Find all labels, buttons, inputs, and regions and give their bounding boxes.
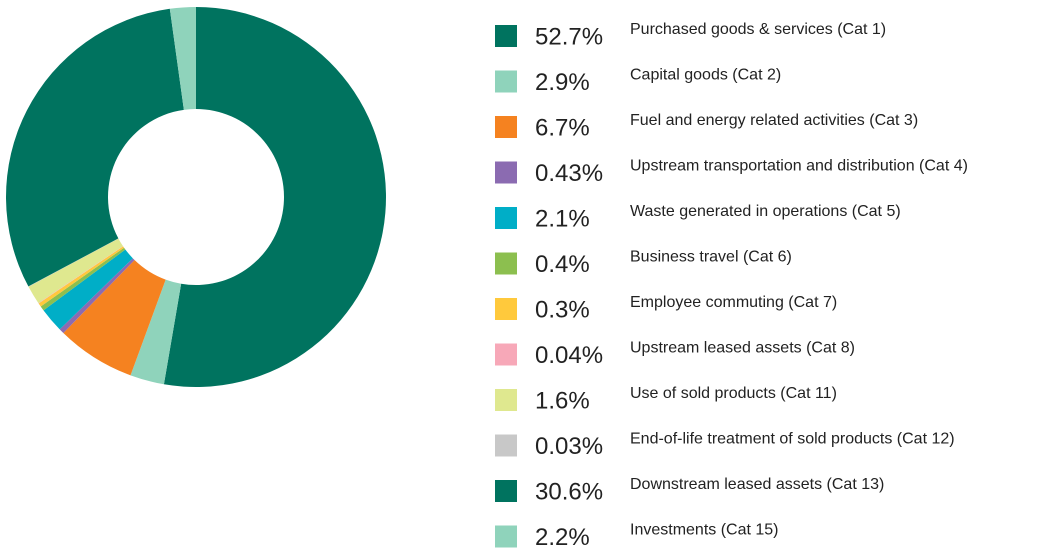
donut-slice	[5, 8, 184, 287]
legend-label: Investments (Cat 15)	[630, 522, 779, 539]
donut-slice	[43, 249, 133, 330]
legend-value: 52.7%	[535, 23, 603, 50]
legend-value: 2.1%	[535, 205, 590, 232]
legend-swatch	[495, 298, 517, 320]
donut-slice	[40, 247, 126, 311]
legend-swatch	[495, 343, 517, 366]
legend-swatch	[495, 116, 517, 138]
donut-slice	[63, 260, 166, 376]
legend-label: Downstream leased assets (Cat 13)	[630, 476, 884, 493]
legend-value: 2.9%	[535, 69, 590, 96]
donut-slice	[59, 258, 135, 334]
legend-value: 1.6%	[535, 387, 590, 414]
legend-label: Waste generated in operations (Cat 5)	[630, 203, 901, 220]
legend-value: 6.7%	[535, 114, 590, 141]
donut-slice	[28, 238, 119, 287]
donut-slice	[38, 246, 125, 307]
legend-value: 0.43%	[535, 160, 603, 187]
legend-label: End-of-life treatment of sold products (…	[630, 431, 955, 448]
legend-swatch	[495, 207, 517, 229]
legend-value: 30.6%	[535, 478, 603, 505]
legend-value: 0.04%	[535, 342, 603, 369]
legend-value: 0.03%	[535, 433, 603, 460]
donut-slice	[130, 279, 182, 385]
legend-swatch	[495, 252, 517, 275]
legend-swatch	[495, 389, 517, 411]
legend-swatch	[495, 70, 517, 93]
legend-label: Capital goods (Cat 2)	[630, 67, 781, 84]
legend-label: Purchased goods & services (Cat 1)	[630, 21, 886, 38]
legend-swatch	[495, 525, 517, 548]
legend-swatch	[495, 434, 517, 457]
legend-swatch	[495, 161, 517, 184]
legend-label: Business travel (Cat 6)	[630, 249, 792, 266]
donut-slice	[28, 238, 124, 304]
legend-swatch	[495, 480, 517, 502]
legend-label: Employee commuting (Cat 7)	[630, 294, 837, 311]
donut-slice	[38, 246, 124, 304]
donut-slice	[169, 7, 196, 110]
legend-label: Use of sold products (Cat 11)	[630, 385, 837, 402]
legend-value: 0.4%	[535, 251, 590, 278]
legend-value: 2.2%	[535, 524, 590, 551]
legend-label: Upstream transportation and distribution…	[630, 158, 968, 175]
legend-label: Fuel and energy related activities (Cat …	[630, 112, 918, 129]
legend-label: Upstream leased assets (Cat 8)	[630, 340, 855, 357]
legend-value: 0.3%	[535, 296, 590, 323]
legend-swatch	[495, 25, 517, 47]
donut-slice	[163, 7, 386, 387]
